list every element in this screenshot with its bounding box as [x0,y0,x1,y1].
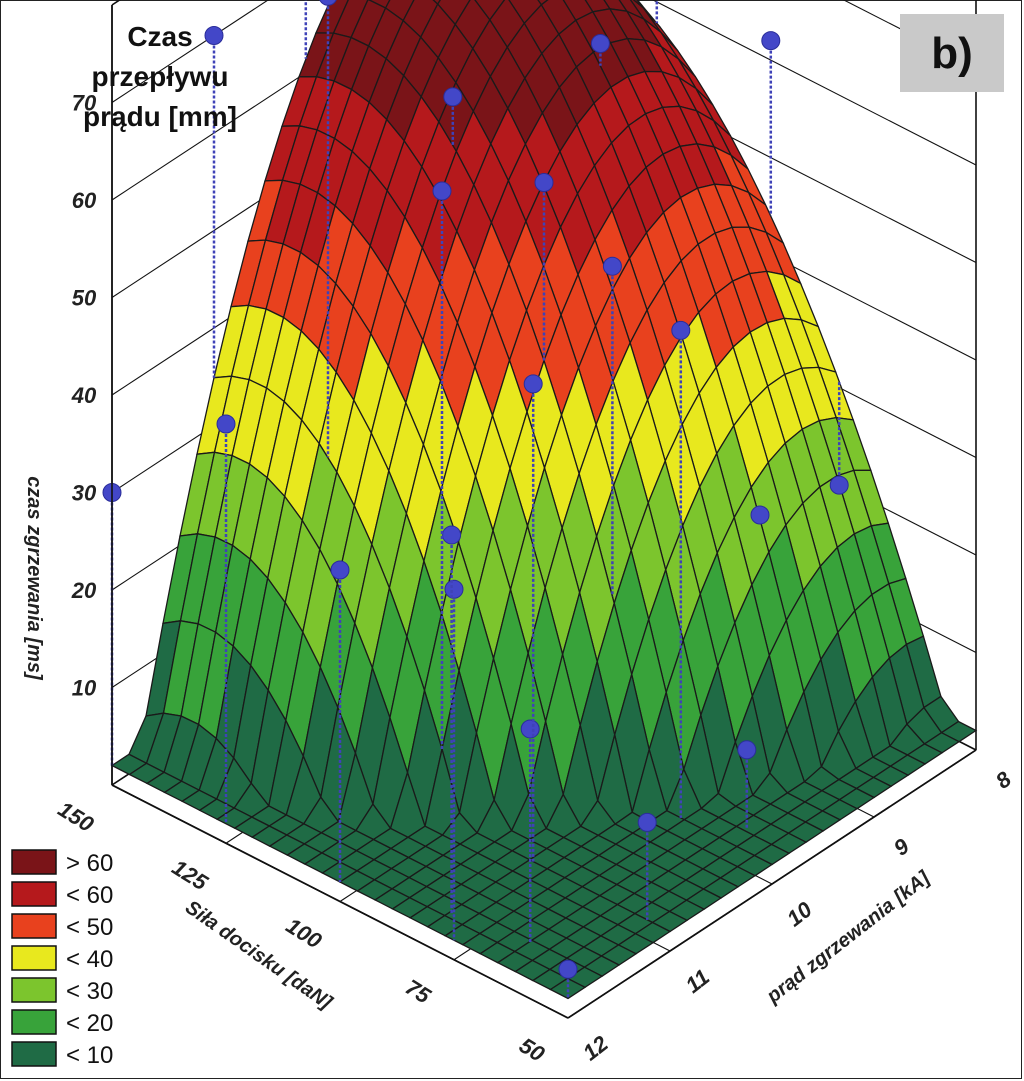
data-point-marker [534,173,554,192]
plot-box-front [111,5,977,1019]
y-axis-label: Siła docisku [daN] [181,896,337,1014]
data-point [216,414,236,824]
panel-label: b) [931,29,973,78]
data-point [829,381,849,495]
data-point [750,505,770,525]
data-point-marker [520,719,540,739]
legend-item: < 20 [11,1009,113,1037]
chart-title-line-2: przepływu [92,61,229,92]
data-point [637,812,657,920]
data-point-marker [761,31,781,51]
legend-item: < 50 [11,913,113,941]
data-point-marker [442,525,462,545]
data-point-marker [444,579,464,599]
data-point-marker [602,256,622,276]
legend-item: < 40 [11,945,113,973]
data-point [737,740,757,828]
data-point [432,181,452,750]
y-tick-label: 50 [515,1033,550,1068]
legend-label: < 60 [66,882,113,909]
data-point-marker [829,475,849,495]
z-tick-label: 20 [71,578,97,603]
x-tick-label: 8 [991,766,1017,794]
data-point [602,256,622,597]
data-point [330,560,350,882]
x-axis-label: prąd zgrzewania [kA] [762,866,935,1008]
data-point-marker [590,33,610,53]
y-tick-label: 75 [401,974,436,1009]
data-point [520,719,540,944]
chart-title-line-3: prądu [mm] [83,101,237,132]
y-tick-label: 150 [54,796,99,837]
color-legend: > 60 < 60 < 50 < 40 < 30 < 20 < 10 [11,849,113,1069]
legend-label: < 10 [66,1042,113,1069]
z-tick-label: 70 [72,91,97,116]
data-point-marker [204,26,224,45]
panel-label-background [900,14,1004,92]
legend-swatch [11,913,57,939]
chart-title-line-1: Czas [127,21,192,52]
z-tick-label: 30 [72,481,97,506]
x-tick-label: 10 [782,896,817,931]
legend-item: > 60 [11,849,113,877]
legend-label: > 60 [66,850,113,877]
z-tick-label: 40 [71,383,97,408]
legend-item: < 60 [11,881,113,909]
data-point [319,0,337,458]
legend-swatch [11,977,57,1003]
data-point-marker [558,959,578,979]
legend-swatch [11,945,57,971]
data-point [204,26,224,378]
z-axis-label: czas zgrzewania [ms] [23,476,45,681]
legend-item: < 30 [11,977,113,1005]
legend-label: < 20 [66,1010,113,1037]
legend-swatch [11,881,57,907]
y-tick-label: 100 [282,913,327,954]
z-tick-label: 60 [72,188,97,213]
surface-cell [549,977,587,1000]
z-tick-label: 50 [72,286,97,311]
data-point-marker [750,505,770,525]
response-surface [110,0,978,1000]
data-point [444,579,464,941]
legend-label: < 30 [66,978,113,1005]
data-point-marker [737,740,757,760]
data-point-marker [432,181,452,201]
data-point-marker [443,87,463,107]
panel-label-box: b) [900,14,1004,92]
data-point-marker [216,414,236,434]
z-axis-ticks: 10 20 30 40 50 60 70 [71,91,97,701]
x-tick-label: 11 [681,964,714,998]
data-point [523,374,543,862]
data-point [671,320,691,818]
data-point [442,525,462,916]
data-point-marker [319,0,337,6]
legend-swatch [11,849,57,875]
data-point [761,31,781,216]
data-point-marker [637,812,657,832]
data-point [534,173,554,361]
y-tick-label: 125 [168,855,213,896]
legend-swatch [11,1009,57,1035]
legend-swatch [11,1041,57,1067]
legend-item: < 10 [11,1041,113,1069]
x-tick-label: 12 [578,1030,613,1065]
data-point-marker [523,374,543,394]
data-point-marker [671,320,691,340]
chart-title: Czas przepływu prądu [mm] [83,21,237,132]
x-tick-label: 9 [889,833,915,861]
data-point [443,87,463,146]
data-point [590,33,610,66]
data-point-marker [330,560,350,580]
data-point [558,959,578,999]
z-tick-label: 10 [72,676,97,701]
legend-label: < 40 [66,946,113,973]
legend-label: < 50 [66,914,113,941]
